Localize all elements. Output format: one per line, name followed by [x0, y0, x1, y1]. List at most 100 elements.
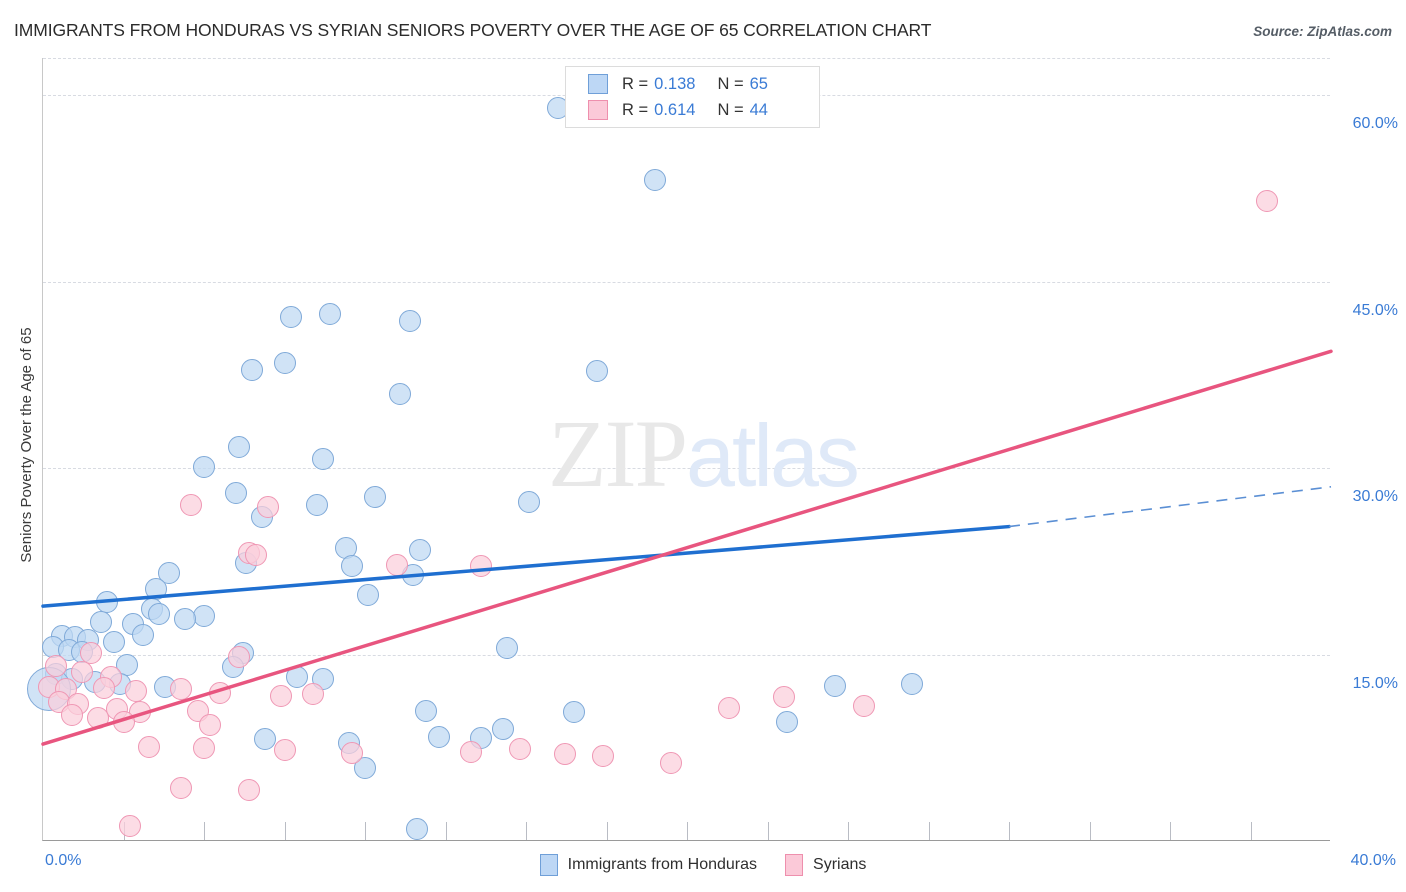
- scatter-point-blue: [408, 539, 431, 562]
- x-axis-tick: [284, 822, 286, 840]
- scatter-point-blue: [492, 718, 515, 741]
- scatter-point-pink: [138, 735, 161, 758]
- scatter-point-blue: [354, 756, 376, 779]
- scatter-point-blue: [228, 436, 251, 458]
- scatter-point-pink: [273, 739, 296, 762]
- r-value: 0.614: [654, 100, 696, 119]
- scatter-point-blue: [273, 351, 296, 374]
- scatter-point-pink: [199, 714, 222, 737]
- scatter-point-blue: [102, 631, 125, 654]
- n-value: 65: [749, 74, 768, 93]
- gridline: [43, 654, 1330, 656]
- legend-swatch-blue: [588, 74, 608, 94]
- series-swatch-pink: [785, 854, 804, 876]
- scatter-point-blue: [254, 728, 277, 751]
- scatter-point-blue: [357, 583, 380, 606]
- stats-row-syrians: R = 0.614 N = 44: [588, 97, 819, 123]
- scatter-point-blue: [775, 710, 798, 733]
- scatter-point-pink: [44, 654, 67, 677]
- scatter-point-pink: [553, 743, 576, 765]
- scatter-point-blue: [824, 674, 847, 697]
- page-title: IMMIGRANTS FROM HONDURAS VS SYRIAN SENIO…: [14, 20, 932, 40]
- x-axis-tick: [606, 822, 608, 840]
- gridline: [43, 281, 1330, 283]
- scatter-point-blue: [518, 490, 541, 513]
- series-legend-item[interactable]: Syrians: [785, 854, 866, 876]
- y-axis-tick-label: 60.0%: [1352, 115, 1398, 133]
- scatter-point-blue: [428, 725, 451, 748]
- pink-trendline: [41, 349, 1333, 746]
- scatter-point-blue: [305, 494, 328, 517]
- scatter-point-blue: [89, 611, 112, 634]
- scatter-point-pink: [60, 704, 83, 727]
- scatter-point-blue: [563, 700, 586, 723]
- scatter-point-pink: [270, 684, 293, 707]
- legend-swatch-pink: [588, 100, 608, 120]
- scatter-point-blue: [279, 305, 302, 328]
- scatter-point-blue: [495, 637, 518, 660]
- scatter-point-blue: [147, 602, 170, 625]
- series-swatch-blue: [539, 854, 558, 876]
- scatter-point-pink: [302, 683, 325, 706]
- scatter-point-pink: [717, 697, 740, 719]
- trend-lines: [41, 349, 1333, 746]
- scatter-point-blue: [399, 310, 422, 333]
- scatter-point-pink: [228, 646, 251, 669]
- x-axis-min-label: 0.0%: [45, 852, 82, 869]
- scatter-point-pink: [170, 776, 193, 799]
- source-label: Source: ZipAtlas.com: [1253, 24, 1392, 39]
- x-axis-tick: [445, 822, 447, 840]
- scatter-point-blue: [312, 448, 335, 471]
- scatter-point-pink: [853, 694, 876, 717]
- scatter-point-pink: [659, 751, 682, 774]
- scatter-point-blue: [157, 561, 180, 584]
- y-axis-tick-label: 45.0%: [1352, 301, 1398, 319]
- scatter-point-pink: [244, 544, 267, 567]
- scatter-point-blue: [405, 817, 428, 840]
- r-value: 0.138: [654, 74, 696, 93]
- y-axis-tick-label: 15.0%: [1352, 674, 1398, 692]
- scatter-point-pink: [193, 736, 215, 759]
- scatter-point-blue: [415, 699, 438, 722]
- scatter-point-pink: [80, 642, 103, 665]
- correlation-stats-legend: R = 0.138 N = 65 R = 0.614 N = 44: [565, 66, 820, 128]
- stats-row-honduras: R = 0.138 N = 65: [588, 71, 819, 97]
- scatter-point-pink: [118, 815, 141, 838]
- scatter-point-blue: [901, 673, 924, 696]
- scatter-point-pink: [93, 677, 116, 700]
- scatter-point-pink: [180, 494, 203, 517]
- y-axis-tick-label: 30.0%: [1352, 488, 1398, 506]
- scatter-point-pink: [1255, 189, 1278, 212]
- scatter-point-pink: [460, 740, 483, 763]
- x-axis-tick: [1170, 822, 1171, 840]
- series-legend-label: Syrians: [813, 856, 867, 873]
- y-axis-title: Seniors Poverty Over the Age of 65: [18, 327, 35, 563]
- series-legend-label: Immigrants from Honduras: [567, 856, 758, 873]
- scatter-point-blue: [341, 555, 364, 578]
- scatter-point-blue: [193, 455, 215, 478]
- n-value: 44: [749, 100, 768, 119]
- n-label: N =: [717, 74, 744, 93]
- series-legend-item[interactable]: Immigrants from Honduras: [539, 854, 758, 876]
- x-axis-tick: [928, 822, 930, 840]
- n-label: N =: [717, 100, 744, 119]
- x-axis-tick: [848, 822, 849, 840]
- scatter-point-blue: [173, 607, 196, 630]
- x-axis-tick: [1009, 822, 1010, 840]
- r-label: R =: [622, 74, 649, 93]
- scatter-point-blue: [225, 482, 248, 504]
- x-axis-tick: [526, 822, 527, 840]
- scatter-point-pink: [772, 685, 795, 708]
- x-axis-tick: [1089, 822, 1091, 840]
- scatter-point-blue: [643, 168, 666, 191]
- gridline: [43, 468, 1330, 470]
- series-legend: Immigrants from Honduras Syrians: [0, 850, 1406, 880]
- x-axis-max-label: 40.0%: [1350, 852, 1396, 869]
- blue-trendline-dashed: [1008, 485, 1332, 528]
- scatter-point-blue: [131, 623, 154, 646]
- blue-trendline-solid: [41, 524, 1011, 608]
- scatter-point-pink: [257, 495, 280, 518]
- scatter-point-blue: [318, 303, 341, 326]
- scatter-point-pink: [238, 779, 261, 802]
